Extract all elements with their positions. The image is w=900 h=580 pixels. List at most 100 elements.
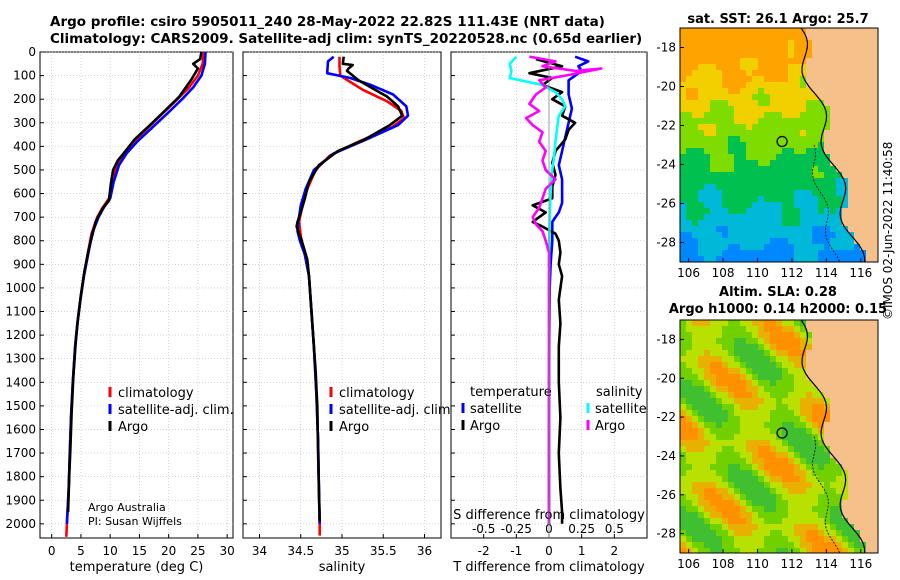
sst_map-cell — [806, 196, 812, 202]
sla_map-cell — [704, 494, 710, 500]
sla_map-cell — [854, 368, 860, 374]
sst_map-cell — [692, 34, 698, 40]
sla_map-cell — [746, 482, 752, 488]
sla_map-cell — [716, 374, 722, 380]
sst_map-cell — [788, 70, 794, 76]
sla_map-cell — [800, 488, 806, 494]
sla_map-cell — [716, 530, 722, 536]
sst_map-cell — [746, 64, 752, 70]
sla_map-cell — [680, 428, 686, 434]
sst_map-cell — [866, 214, 872, 220]
sst_map-cell — [704, 100, 710, 106]
sla_map-cell — [830, 398, 836, 404]
sst_map-cell — [836, 70, 842, 76]
sla_map-cell — [710, 404, 716, 410]
sla_map-cell — [704, 338, 710, 344]
sst_map-cell — [794, 94, 800, 100]
sla_map-cell — [782, 548, 788, 553]
sst_map-cell — [848, 94, 854, 100]
sla_map-cell — [704, 488, 710, 494]
sst_map-cell — [818, 46, 824, 52]
sla_map-cell — [710, 488, 716, 494]
sst_map-cell — [770, 220, 776, 226]
sla_map-cell — [692, 446, 698, 452]
sla_map-cell — [692, 470, 698, 476]
sst_map-cell — [728, 64, 734, 70]
sla_map-cell — [716, 548, 722, 553]
sst_map-cell — [770, 34, 776, 40]
sst_map-cell — [836, 130, 842, 136]
sst_map-cell — [764, 172, 770, 178]
sla_map-cell — [692, 536, 698, 542]
sst_map-cell — [860, 46, 866, 52]
sla_map-cell — [764, 326, 770, 332]
sst_map-cell — [794, 52, 800, 58]
sla_map-cell — [686, 386, 692, 392]
sst_map-cell — [770, 190, 776, 196]
sla_map-cell — [698, 392, 704, 398]
sst_map-cell — [782, 202, 788, 208]
sst_map-cell — [692, 208, 698, 214]
sla_map-cell — [830, 470, 836, 476]
sla_map-cell — [788, 548, 794, 553]
sla_map-cell — [746, 446, 752, 452]
sla_map-cell — [722, 392, 728, 398]
sst_map-cell — [806, 184, 812, 190]
sla_map-cell — [722, 422, 728, 428]
sla_map-cell — [740, 518, 746, 524]
sst_map-cell — [710, 130, 716, 136]
sst_map-cell — [734, 124, 740, 130]
sst_map-cell — [728, 148, 734, 154]
depth-tick-label: 1800 — [5, 470, 36, 484]
sst_map-cell — [704, 70, 710, 76]
sst_map-cell — [812, 178, 818, 184]
sla_map-cell — [872, 524, 878, 530]
sst_map-cell — [716, 40, 722, 46]
sst_map-cell — [746, 124, 752, 130]
sst_map-cell — [722, 52, 728, 58]
sst_map-cell — [782, 166, 788, 172]
sst_map-cell — [842, 124, 848, 130]
sla_map-cell — [770, 362, 776, 368]
sla_map-cell — [806, 542, 812, 548]
sla_map-cell — [746, 374, 752, 380]
sla_map-cell — [740, 428, 746, 434]
sla_map-cell — [806, 320, 812, 326]
sst_map-cell — [704, 148, 710, 154]
sla_map-cell — [758, 536, 764, 542]
sla_map-cell — [860, 476, 866, 482]
sst_map-cell — [722, 214, 728, 220]
sst_map-cell — [710, 208, 716, 214]
sst_map-cell — [686, 124, 692, 130]
sla_map-cell — [812, 434, 818, 440]
sst_map-cell — [872, 202, 878, 208]
sst_map-cell — [824, 208, 830, 214]
sst_map-cell — [800, 118, 806, 124]
sst_map-cell — [728, 256, 734, 262]
sst_map-cell — [704, 160, 710, 166]
sst_map-cell — [716, 88, 722, 94]
sst_map-cell — [806, 130, 812, 136]
sst_map-cell — [812, 88, 818, 94]
sst_map-cell — [752, 250, 758, 256]
sst_map-cell — [812, 232, 818, 238]
sla_map-cell — [740, 494, 746, 500]
sla_map-cell — [722, 398, 728, 404]
sla_map-cell — [782, 386, 788, 392]
sla_map-cell — [734, 536, 740, 542]
sla_map-cell — [794, 422, 800, 428]
sst_map-cell — [776, 70, 782, 76]
sst_map-cell — [824, 172, 830, 178]
sla_map-cell — [806, 368, 812, 374]
sla_map-cell — [752, 506, 758, 512]
sst_map-cell — [722, 70, 728, 76]
sla_map-cell — [812, 476, 818, 482]
sla_map-cell — [854, 512, 860, 518]
sla_map-cell — [818, 368, 824, 374]
sla_map-cell — [734, 476, 740, 482]
sst_map-cell — [866, 232, 872, 238]
sst_map-cell — [710, 136, 716, 142]
sla_map-cell — [722, 506, 728, 512]
sst_map-cell — [710, 46, 716, 52]
sla_map-cell — [794, 470, 800, 476]
